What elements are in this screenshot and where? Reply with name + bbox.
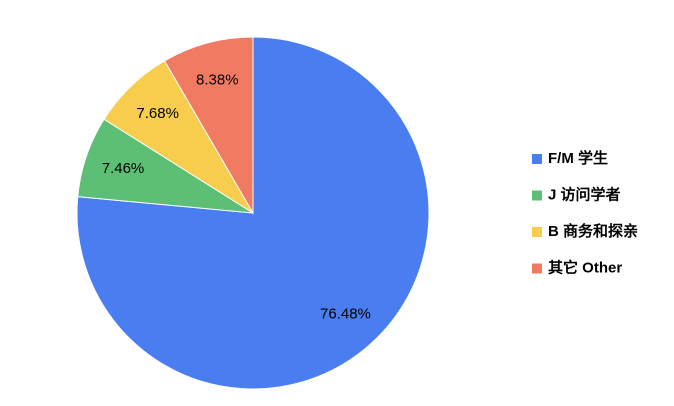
data-label: 7.68% bbox=[136, 105, 179, 122]
legend-label: F/M 学生 bbox=[548, 149, 608, 167]
legend-label: 其它 Other bbox=[548, 258, 622, 276]
data-label: 76.48% bbox=[320, 305, 371, 322]
data-label: 7.46% bbox=[102, 160, 145, 177]
legend-swatch bbox=[532, 190, 542, 201]
legend-swatch bbox=[532, 227, 542, 237]
data-label: 8.38% bbox=[196, 71, 239, 88]
legend-label: J 访问学者 bbox=[548, 185, 621, 203]
legend-swatch bbox=[532, 263, 542, 274]
pie-slice bbox=[163, 36, 254, 215]
legend-label: B 商务和探亲 bbox=[548, 222, 638, 240]
legend-swatch bbox=[532, 154, 542, 164]
